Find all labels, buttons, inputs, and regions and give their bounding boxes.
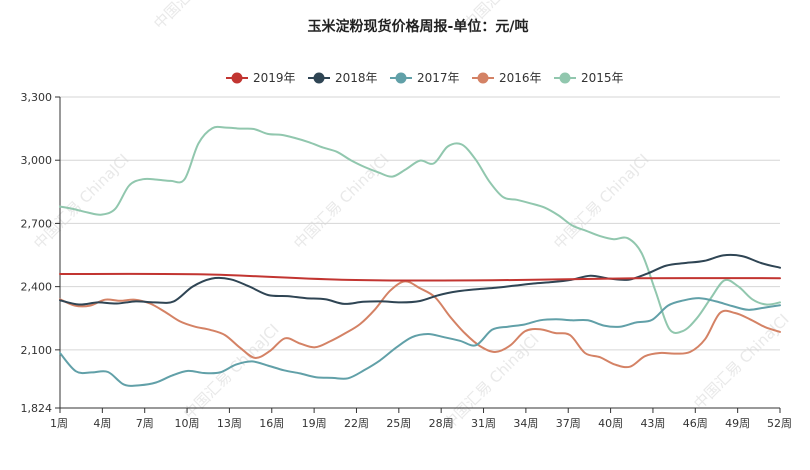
legend-swatch-dot xyxy=(395,72,407,84)
series-layer xyxy=(59,125,781,387)
x-tick-label: 25周 xyxy=(386,417,411,430)
y-tick-label: 2,700 xyxy=(21,217,53,230)
y-tick-label: 2,100 xyxy=(21,344,53,357)
x-tick-label: 1周 xyxy=(50,417,68,430)
series-line-2015年[interactable] xyxy=(59,125,781,334)
legend-item[interactable]: 2015年 xyxy=(554,71,624,85)
axes: 1,824 2,100 2,400 2,700 3,000 3,300 1周 4周 7周 10周 1… xyxy=(21,91,793,430)
x-tick-label: 52周 xyxy=(767,417,792,430)
legend-item[interactable]: 2016年 xyxy=(472,71,542,85)
x-tick-label: 4周 xyxy=(93,417,111,430)
legend-item[interactable]: 2018年 xyxy=(308,71,378,85)
legend-label: 2017年 xyxy=(417,71,460,85)
legend-swatch-dot xyxy=(559,72,571,84)
x-tick-label: 43周 xyxy=(640,417,665,430)
legend-swatch-dot xyxy=(313,72,325,84)
watermark-text: 中国汇易 ChinaJCI xyxy=(150,0,252,33)
x-tick-label: 28周 xyxy=(429,417,454,430)
series-line-2017年[interactable] xyxy=(59,297,781,387)
chart-title: 玉米淀粉现货价格周报-单位：元/吨 xyxy=(308,18,529,35)
watermark-text: 中国汇易 ChinaJCI xyxy=(290,150,392,252)
legend-swatch-dot xyxy=(477,72,489,84)
legend-label: 2016年 xyxy=(499,71,542,85)
legend-item[interactable]: 2019年 xyxy=(226,71,296,85)
legend-label: 2015年 xyxy=(581,71,624,85)
y-tick-label: 3,000 xyxy=(21,154,53,167)
x-tick-label: 40周 xyxy=(598,417,623,430)
x-tick-label: 13周 xyxy=(217,417,242,430)
x-tick-label: 7周 xyxy=(136,417,154,430)
series-line-2018年[interactable] xyxy=(59,253,781,306)
x-tick-label: 22周 xyxy=(344,417,369,430)
x-tick-label: 34周 xyxy=(513,417,538,430)
watermark-text: 中国汇易 ChinaJCI xyxy=(690,310,792,412)
legend: 2019年 2018年 2017年 2016年 2015年 xyxy=(226,71,624,85)
y-tick-label: 3,300 xyxy=(21,91,53,104)
y-tick-label: 2,400 xyxy=(21,281,53,294)
x-tick-label: 16周 xyxy=(259,417,284,430)
legend-item[interactable]: 2017年 xyxy=(390,71,460,85)
x-tick-label: 10周 xyxy=(175,417,200,430)
legend-label: 2019年 xyxy=(253,71,296,85)
x-tick-label: 31周 xyxy=(471,417,496,430)
legend-label: 2018年 xyxy=(335,71,378,85)
legend-swatch-dot xyxy=(231,72,243,84)
y-tick-label: 1,824 xyxy=(21,402,53,415)
x-tick-label: 37周 xyxy=(556,417,581,430)
series-line-2019年[interactable] xyxy=(59,272,781,282)
series-line-2016年[interactable] xyxy=(59,280,781,369)
x-tick-label: 19周 xyxy=(302,417,327,430)
watermark-layer: 中国汇易 ChinaJCI 中国汇易 ChinaJCI 中国汇易 ChinaJCI中… xyxy=(30,0,792,433)
x-tick-label: 46周 xyxy=(683,417,708,430)
grid-lines xyxy=(60,96,780,409)
x-tick-label: 49周 xyxy=(725,417,750,430)
